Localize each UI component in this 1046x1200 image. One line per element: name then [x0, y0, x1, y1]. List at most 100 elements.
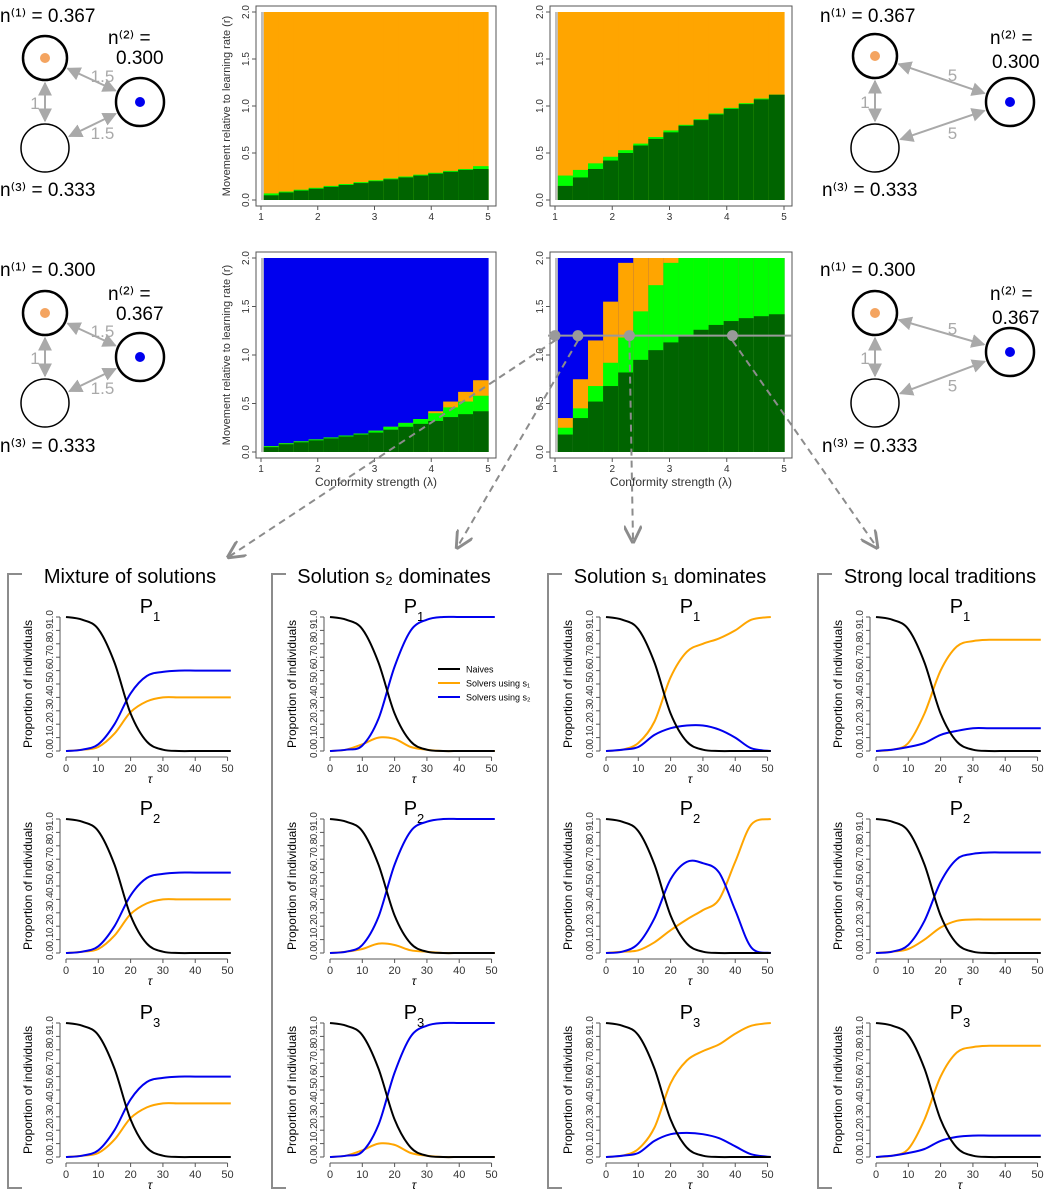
pop-1-size-label: n⁽¹⁾ = 0.300 [820, 260, 915, 281]
region-local [353, 183, 370, 200]
region-local [663, 342, 680, 452]
x-tick-label: 40 [729, 763, 741, 775]
x-tick-label: 30 [697, 965, 709, 977]
y-tick-label: 0.8 [855, 636, 866, 650]
y-tick-label: 0.2 [855, 717, 866, 731]
y-tick-label: 0.8 [45, 636, 56, 650]
heatmap-column [603, 12, 619, 200]
x-tick-label: 40 [453, 763, 465, 775]
population-subscript: 1 [693, 609, 700, 624]
timecourse-panels: Mixture of solutionsP10.00.10.20.30.40.5… [7, 566, 1044, 1192]
transect-point [572, 330, 584, 342]
y-tick-label: 0.5 [241, 396, 252, 410]
x-axis-label: τ [958, 974, 964, 988]
x-tick-label: 50 [485, 965, 497, 977]
series-s2-line [329, 1021, 495, 1158]
pop-3-size-label: n⁽³⁾ = 0.333 [0, 436, 95, 457]
node-1-dot [40, 308, 50, 318]
edge-weight-2-3: 1.5 [91, 124, 115, 143]
pop-3-size-label: n⁽³⁾ = 0.333 [822, 436, 917, 457]
heatmap-column [443, 258, 459, 452]
x-tick-label: 0 [873, 965, 879, 977]
region-local [323, 186, 340, 200]
x-tick-label: 5 [485, 464, 491, 475]
region-s1 [323, 12, 340, 200]
heatmap-column [458, 258, 474, 452]
y-tick-label: 0.7 [855, 1056, 866, 1070]
x-axis-label: τ [148, 772, 154, 786]
edge-weight-1-2: 1.5 [91, 322, 115, 341]
y-tick-label: 0.8 [855, 838, 866, 852]
population-label: P2 [950, 798, 971, 826]
region-s1 [572, 12, 589, 200]
heatmap-column [588, 258, 604, 452]
pop-3-size-label: n⁽³⁾ = 0.333 [822, 180, 917, 201]
x-tick-label: 20 [124, 1169, 136, 1181]
region-local [278, 192, 295, 200]
pop-2-size-label: n⁽²⁾ = [990, 28, 1033, 49]
region-local [708, 114, 725, 200]
heatmap-column [278, 258, 295, 452]
node-2-dot [1005, 347, 1015, 357]
y-tick-label: 0.1 [855, 730, 866, 744]
edge-3-2 [898, 359, 987, 396]
population-label: P3 [950, 1002, 971, 1030]
heatmap-column [353, 258, 370, 452]
transect-arrow [230, 339, 556, 556]
y-axis-label: Proportion of individuals [285, 822, 299, 950]
region-local [633, 359, 649, 452]
population-subscript: 2 [963, 811, 970, 826]
y-tick-label: 2.0 [535, 5, 546, 19]
region-local [398, 177, 414, 200]
heatmap-column [768, 258, 785, 452]
x-tick-label: 40 [189, 763, 201, 775]
y-tick-label: 1.0 [45, 610, 56, 624]
region-s2 [293, 258, 310, 452]
y-tick-label: 0.2 [45, 1123, 56, 1137]
y-tick-label: 0.4 [855, 892, 866, 906]
y-tick-label: 0.0 [855, 744, 866, 758]
series-naive-line [875, 616, 1041, 753]
x-axis-label: τ [412, 772, 418, 786]
x-tick-label: 1 [258, 464, 264, 475]
x-tick-label: 20 [388, 965, 400, 977]
y-tick-label: 0.9 [585, 1029, 596, 1043]
x-tick-label: 30 [157, 1169, 169, 1181]
x-tick-label: 5 [781, 212, 787, 223]
region-local [368, 432, 384, 452]
x-tick-label: 4 [724, 464, 730, 475]
naive-zone [261, 12, 264, 200]
heatmap-column [678, 258, 695, 452]
y-tick-label: 0.7 [45, 852, 56, 866]
region-local [693, 120, 710, 200]
edge-weight-1-3: 1 [860, 93, 869, 112]
region-s1 [368, 12, 384, 200]
edge-weight-1-2: 5 [948, 320, 957, 339]
y-tick-label: 0.4 [585, 690, 596, 704]
population-subscript: 1 [963, 609, 970, 624]
y-tick-label: 0.0 [45, 744, 56, 758]
region-local [308, 440, 325, 452]
edge-weight-1-2: 1.5 [91, 67, 115, 86]
x-tick-label: 30 [697, 763, 709, 775]
population-subscript: 1 [153, 609, 160, 624]
timecourse-panel: P3 0.00.10.20.30.40.50.60.70.80.91.0 0 10 20… [561, 1002, 774, 1192]
y-axis-label: Proportion of individuals [285, 1026, 299, 1154]
pop-2-size-label: n⁽²⁾ = [108, 28, 151, 49]
timecourse-panel: P3 0.00.10.20.30.40.50.60.70.80.91.0 0 10 20… [285, 1002, 498, 1192]
y-tick-label: 0.8 [309, 636, 320, 650]
x-tick-label: 4 [428, 464, 434, 475]
x-tick-label: 50 [485, 763, 497, 775]
scenario-column: Solution s₁ dominatesP10.00.10.20.30.40.… [547, 566, 774, 1192]
x-axis-label: τ [688, 974, 694, 988]
region-s1 [383, 12, 399, 200]
x-axis-label: Conformity strength (λ) [315, 475, 437, 489]
y-tick-label: 0.9 [309, 623, 320, 637]
transect-arrow [731, 340, 876, 546]
y-tick-label: 0.1 [309, 730, 320, 744]
region-local [557, 434, 574, 452]
x-tick-label: 10 [356, 965, 368, 977]
region-local [693, 329, 710, 452]
y-tick-label: 2.0 [535, 251, 546, 265]
population-label: P2 [140, 798, 161, 826]
